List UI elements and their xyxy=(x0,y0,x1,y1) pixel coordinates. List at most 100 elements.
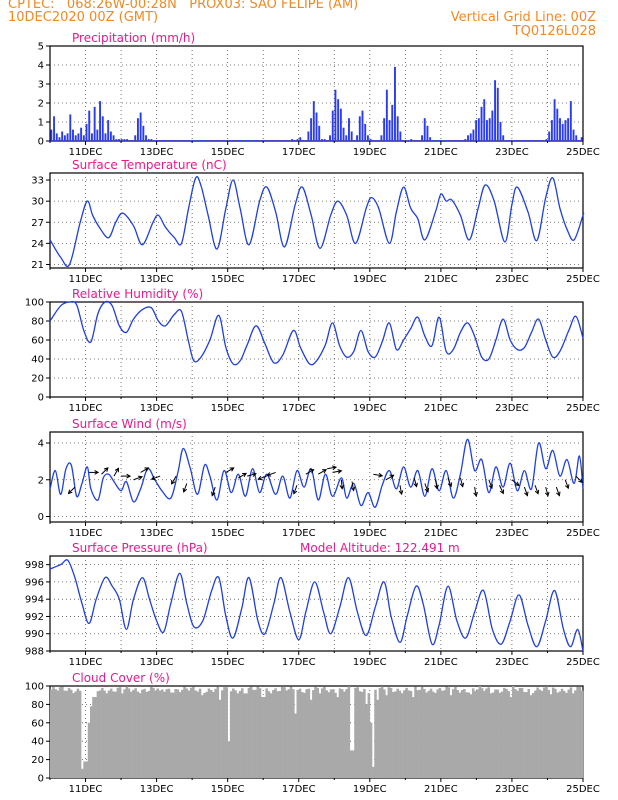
y-tick-label: 4 xyxy=(38,61,44,72)
cloud-bar xyxy=(389,688,393,778)
cloud-bar xyxy=(67,688,71,778)
precip-bar xyxy=(302,140,304,141)
cloud-bar xyxy=(445,686,448,778)
x-tick-label: 17DEC xyxy=(282,274,316,285)
precip-bar xyxy=(272,140,275,141)
cloud-bar xyxy=(296,689,300,778)
cloud-bar xyxy=(229,691,233,778)
cloud-bar xyxy=(431,691,435,778)
wind-arrow-shaft xyxy=(413,477,418,487)
cloud-bar xyxy=(56,690,60,778)
x-tick-label: 25DEC xyxy=(566,784,600,795)
cloud-bar xyxy=(156,688,160,778)
series-line-2 xyxy=(49,300,584,366)
precip-bar xyxy=(575,135,578,141)
precip-bar xyxy=(288,140,291,141)
cloud-bar xyxy=(258,688,262,778)
cloud-bar xyxy=(260,697,264,778)
precip-bar xyxy=(442,140,445,141)
wind-arrow-head xyxy=(150,475,156,481)
wind-arrow xyxy=(305,469,315,475)
precip-bar xyxy=(488,118,491,141)
x-tick-label: 23DEC xyxy=(495,147,529,158)
cloud-bar xyxy=(538,689,542,778)
precip-bar xyxy=(136,118,139,141)
precip-bar xyxy=(483,99,486,141)
cloud-bar xyxy=(318,693,322,778)
x-tick-label: 15DEC xyxy=(211,274,245,285)
cloud-bar xyxy=(347,686,351,778)
precip-bar xyxy=(531,140,534,141)
precip-bar xyxy=(529,140,532,141)
y-tick-label: 1 xyxy=(38,118,44,129)
wind-arrow xyxy=(211,486,216,497)
y-tick-label: 21 xyxy=(31,260,44,271)
precip-bar xyxy=(342,127,345,141)
y-tick-label: 4 xyxy=(38,439,44,450)
wind-arrow-head xyxy=(488,484,493,490)
cloud-bar xyxy=(523,691,526,778)
precip-bar xyxy=(569,101,572,141)
y-tick-label: 27 xyxy=(31,218,44,229)
cloud-bar xyxy=(96,691,100,778)
x-tick-label: 11DEC xyxy=(69,403,103,414)
wind-arrow xyxy=(413,477,418,488)
cloud-bar xyxy=(338,688,342,778)
cloud-bar xyxy=(520,687,524,778)
precip-bar xyxy=(123,139,126,141)
cloud-bar xyxy=(325,690,328,778)
precip-bar xyxy=(188,140,191,141)
wind-arrow-head xyxy=(242,472,248,478)
precip-bar xyxy=(318,125,321,141)
wind-arrow xyxy=(89,470,100,475)
cloud-bar xyxy=(198,688,202,778)
wind-arrow xyxy=(523,486,529,497)
wind-arrow-shaft xyxy=(305,469,314,475)
cloud-bar xyxy=(132,689,135,778)
precip-bar xyxy=(469,133,472,141)
cloud-bar xyxy=(507,691,511,778)
cloud-bar xyxy=(274,688,277,778)
precip-bar xyxy=(207,140,210,141)
precip-bar xyxy=(245,140,248,141)
wind-arrow-shaft xyxy=(327,466,337,470)
cloud-bar xyxy=(451,689,455,778)
cloud-bar xyxy=(580,690,584,778)
cloud-bar xyxy=(545,686,548,778)
precip-bar xyxy=(326,140,329,141)
cloud-bar xyxy=(503,687,506,778)
precip-bar xyxy=(477,118,480,141)
wind-arrow-shaft xyxy=(258,475,267,480)
precip-bar xyxy=(66,133,69,141)
precip-bar xyxy=(191,140,193,141)
cloud-bar xyxy=(496,689,499,778)
cloud-bar xyxy=(354,687,357,778)
precip-bar xyxy=(534,140,537,141)
panel-title-0: Precipitation (mm/h) xyxy=(72,31,195,45)
cloud-bar xyxy=(236,693,240,778)
wind-arrow-head xyxy=(332,465,338,471)
precip-bar xyxy=(277,140,280,141)
cloud-bar xyxy=(332,689,335,778)
cloud-bar xyxy=(192,686,195,778)
cloud-bar xyxy=(551,687,555,778)
y-tick-label: 30 xyxy=(31,197,44,208)
wind-arrow xyxy=(150,475,161,481)
cloud-bar xyxy=(194,690,197,778)
y-tick-label: 33 xyxy=(31,176,44,187)
wind-arrow xyxy=(564,479,570,490)
cloud-bar xyxy=(178,692,182,778)
cloud-bar xyxy=(574,690,577,778)
precip-bar xyxy=(521,140,524,141)
x-tick-label: 11DEC xyxy=(69,274,103,285)
wind-arrow xyxy=(121,473,132,479)
x-tick-label: 13DEC xyxy=(140,274,174,285)
cloud-bar xyxy=(365,704,368,778)
cloud-bar xyxy=(214,688,217,778)
cloud-bar xyxy=(458,692,462,778)
precip-bar xyxy=(231,140,234,141)
precip-bar xyxy=(107,120,110,141)
y-tick-label: 992 xyxy=(25,612,44,623)
wind-arrow-shaft xyxy=(247,473,257,477)
panel-frame-2 xyxy=(49,301,584,398)
